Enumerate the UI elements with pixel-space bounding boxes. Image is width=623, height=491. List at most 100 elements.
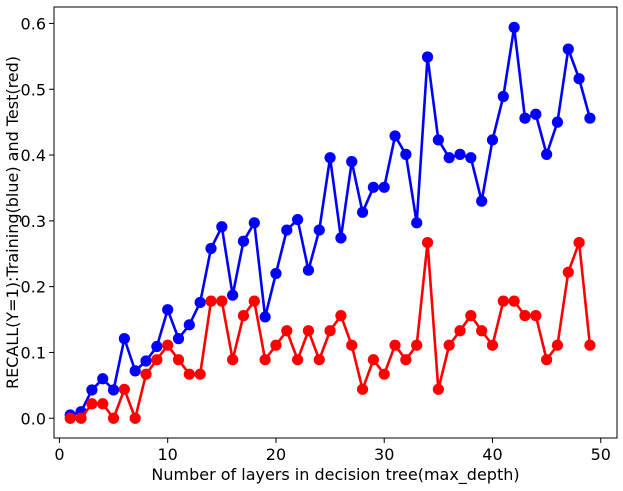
data-point — [259, 354, 271, 366]
data-point — [248, 217, 260, 229]
data-point — [216, 295, 228, 307]
data-point — [151, 354, 163, 366]
x-tick-label: 40 — [482, 445, 502, 464]
y-tick-label: 0.2 — [21, 278, 46, 297]
series-1 — [64, 236, 596, 424]
data-point — [335, 232, 347, 244]
data-point — [313, 354, 325, 366]
data-point — [151, 340, 163, 353]
data-point — [64, 412, 76, 424]
data-point — [443, 152, 455, 164]
data-point — [205, 295, 217, 307]
data-point — [107, 412, 120, 424]
data-point — [497, 295, 509, 307]
data-point — [172, 333, 185, 345]
plot-layer — [64, 21, 596, 424]
data-point — [194, 296, 206, 309]
data-point — [411, 339, 423, 351]
y-tick-label: 0.3 — [21, 212, 46, 231]
data-point — [86, 398, 98, 410]
data-point — [432, 383, 444, 395]
data-point — [227, 289, 239, 301]
data-point — [476, 325, 488, 337]
data-point — [118, 333, 130, 345]
data-point — [346, 156, 358, 168]
data-point — [562, 266, 574, 278]
series-0 — [64, 21, 596, 421]
x-tick-label: 0 — [54, 445, 64, 464]
data-point — [541, 148, 553, 160]
x-axis-label: Number of layers in decision tree(max_de… — [151, 465, 519, 485]
data-point — [400, 354, 412, 366]
plot-frame — [53, 6, 618, 439]
data-point — [551, 116, 564, 128]
data-point — [476, 195, 488, 207]
data-point — [573, 236, 585, 249]
data-point — [302, 264, 315, 276]
data-point — [107, 384, 120, 396]
data-point — [194, 368, 206, 380]
data-point — [389, 339, 401, 351]
data-point — [281, 325, 293, 337]
data-point — [454, 325, 466, 337]
data-point — [367, 354, 379, 366]
data-point — [75, 412, 87, 424]
data-point — [465, 310, 477, 322]
data-point — [356, 383, 369, 395]
data-point — [584, 339, 596, 351]
data-point — [281, 224, 293, 236]
data-point — [324, 325, 336, 337]
data-point — [140, 355, 152, 367]
x-tick-label: 10 — [158, 445, 178, 464]
data-point — [367, 181, 379, 193]
data-point — [172, 354, 185, 366]
data-point — [335, 310, 347, 322]
data-point — [519, 112, 531, 124]
data-point — [227, 354, 239, 366]
data-point — [237, 310, 250, 322]
data-point — [292, 354, 304, 366]
data-point — [497, 90, 509, 103]
data-point — [302, 325, 315, 337]
data-point — [259, 311, 271, 323]
data-point — [486, 134, 499, 146]
data-point — [421, 51, 434, 63]
data-point — [129, 412, 141, 424]
data-point — [421, 236, 434, 249]
data-point — [530, 108, 542, 120]
data-point — [216, 221, 228, 233]
data-point — [324, 152, 336, 164]
data-point — [162, 304, 174, 316]
data-point — [541, 354, 553, 366]
data-point — [183, 319, 195, 331]
data-point — [562, 43, 574, 55]
y-tick-label: 0.6 — [21, 14, 46, 33]
y-tick-label: 0.5 — [21, 80, 46, 99]
x-axis: 0 10 20 30 40 50 — [54, 438, 611, 464]
data-point — [432, 134, 444, 146]
data-point — [389, 130, 401, 142]
data-point — [313, 224, 325, 236]
data-point — [411, 217, 423, 229]
data-point — [118, 383, 130, 395]
data-point — [378, 181, 390, 193]
data-point — [292, 213, 304, 226]
data-point — [140, 368, 152, 380]
data-point — [237, 235, 250, 247]
data-point — [573, 73, 585, 85]
data-point — [584, 112, 596, 124]
data-point — [465, 152, 477, 164]
y-axis: 0.0 0.1 0.2 0.3 0.4 0.5 0.6 — [21, 14, 54, 428]
y-tick-label: 0.0 — [21, 409, 46, 428]
data-point — [270, 267, 282, 280]
x-tick-label: 30 — [374, 445, 394, 464]
data-point — [508, 21, 520, 33]
data-point — [86, 384, 98, 396]
data-point — [508, 295, 520, 307]
data-point — [378, 368, 390, 380]
y-tick-label: 0.4 — [21, 146, 46, 165]
data-point — [530, 310, 542, 322]
data-point — [162, 339, 174, 351]
x-tick-label: 20 — [266, 445, 286, 464]
